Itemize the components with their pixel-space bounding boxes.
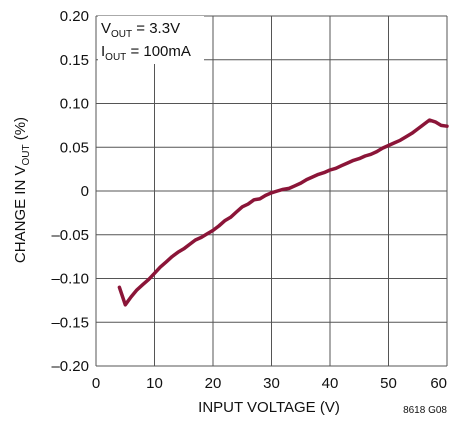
x-axis-label: INPUT VOLTAGE (V) (198, 399, 340, 416)
x-tick-label: 10 (146, 375, 163, 392)
y-tick-label: 0.10 (60, 96, 89, 113)
y-tick-label: –0.20 (51, 358, 89, 375)
x-tick-label: 40 (322, 375, 339, 392)
annotation-iout: IOUT = 100mA (101, 43, 191, 63)
annotation-vout: VOUT = 3.3V (101, 20, 180, 40)
x-tick-labels: 0 10 20 30 40 50 60 (92, 375, 447, 392)
y-tick-label: –0.10 (51, 271, 89, 288)
x-tick-label: 0 (92, 375, 100, 392)
y-tick-label: 0.15 (60, 52, 89, 69)
annotation-iout-suffix: = 100mA (126, 43, 191, 60)
x-tick-label: 20 (205, 375, 222, 392)
annotation-box (98, 16, 204, 64)
x-tick-label: 50 (380, 375, 397, 392)
y-axis-label: CHANGE IN VOUT (%) (12, 117, 32, 263)
y-axis-label-sub: OUT (21, 144, 32, 165)
series-line (117, 118, 449, 307)
y-tick-label: 0 (81, 183, 89, 200)
annotation-vout-suffix: = 3.3V (132, 20, 180, 37)
annotation-iout-sub: OUT (105, 52, 126, 63)
y-axis-label-prefix: CHANGE IN V (12, 166, 29, 264)
y-tick-label: –0.15 (51, 314, 89, 331)
annotation-vout-sub: OUT (111, 29, 132, 40)
y-axis-label-suffix: (%) (12, 117, 29, 145)
y-tick-label: –0.05 (51, 227, 89, 244)
x-tick-label: 60 (430, 375, 447, 392)
y-tick-labels: 0.20 0.15 0.10 0.05 0 –0.05 –0.10 –0.15 –0.20 (51, 8, 89, 375)
y-tick-label: 0.20 (60, 8, 89, 25)
annotation-iout-prefix: I (101, 43, 105, 60)
figure-id: 8618 G08 (403, 405, 447, 416)
y-tick-label: 0.05 (60, 139, 89, 156)
annotation-vout-prefix: V (101, 20, 111, 37)
grid-lines (95, 15, 448, 367)
x-tick-label: 30 (263, 375, 280, 392)
